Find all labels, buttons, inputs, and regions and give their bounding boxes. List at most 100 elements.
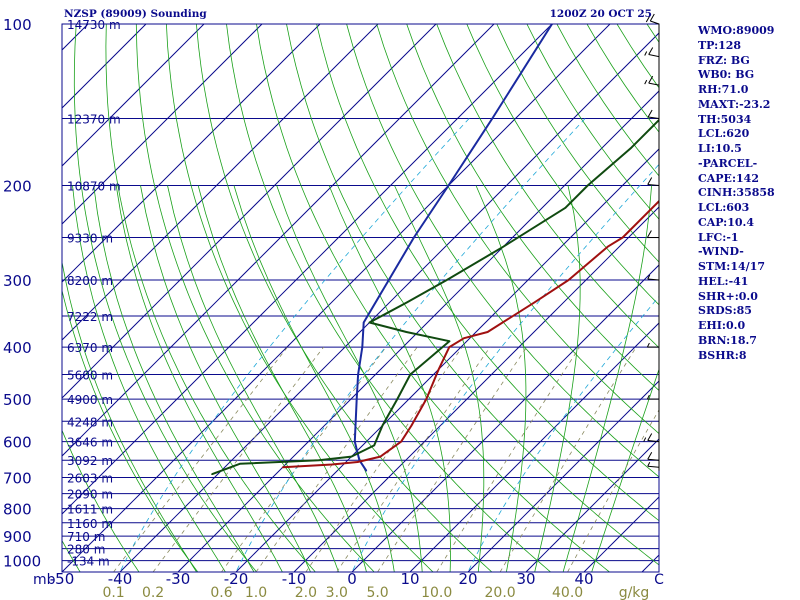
parcel-path-line-point <box>354 440 356 443</box>
temperature-tick-label: -10 <box>282 570 307 588</box>
temperature-tick-label: 30 <box>516 570 535 588</box>
dry-adiabat-line <box>135 24 375 572</box>
temperature-tick-label: -40 <box>108 570 133 588</box>
temperature-profile-line-point <box>356 461 359 463</box>
dry-adiabat-line <box>105 24 316 572</box>
moist-adiabat-line <box>115 185 283 572</box>
temperature-unit-label: C <box>654 572 664 588</box>
moist-adiabat-line <box>276 185 423 572</box>
indices-panel: WMO:89009 TP:128 FRZ: BG WB0: BG RH:71.0 MAXT… <box>698 24 798 363</box>
wind-barb <box>647 177 660 187</box>
index-line: LFC:-1 <box>698 230 739 244</box>
pressure-tick-label: 800 <box>3 501 32 519</box>
height-label: 7222 m <box>67 310 113 324</box>
wind-barb <box>646 394 659 400</box>
parcel-path-line-point <box>447 184 450 187</box>
index-line: SHR+:0.0 <box>698 289 758 303</box>
height-label: -134 m <box>67 555 110 569</box>
temperature-profile-line-point <box>674 185 676 187</box>
temperature-profile-line-point <box>379 455 382 458</box>
pressure-tick-label: 500 <box>3 391 32 409</box>
isotherm-line <box>62 24 553 515</box>
dewpoint-profile-line-point <box>318 459 320 462</box>
dry-adiabat-line <box>466 24 659 306</box>
parcel-path-line-point <box>365 469 368 472</box>
isotherm-line <box>62 24 263 225</box>
moist-adiabat-line <box>394 185 485 572</box>
index-line: MAXT:-23.2 <box>698 97 771 111</box>
index-line: CAPE:142 <box>698 171 759 185</box>
pressure-tick-label: 600 <box>3 434 32 452</box>
index-line: LI:10.5 <box>698 142 742 155</box>
mixing-ratio-line <box>152 346 324 572</box>
moist-adiabat-line <box>328 185 451 572</box>
wind-barb <box>644 47 660 58</box>
height-label: 3646 m <box>67 436 113 450</box>
mixing-ratio-line <box>221 346 387 572</box>
plot-frame <box>61 23 660 573</box>
dry-adiabat-line <box>62 429 140 572</box>
temperature-profile-line-point <box>425 398 428 400</box>
height-label: 2090 m <box>67 488 113 502</box>
profiles <box>211 24 676 476</box>
moist-adiabat-line <box>562 185 652 572</box>
dry-adiabat-line <box>496 24 659 263</box>
mixing-ratio-tick-label: 3.0 <box>326 585 348 600</box>
valid-time: 1200Z 20 OCT 25 <box>550 8 652 20</box>
dry-adiabat-line <box>196 24 493 572</box>
temperature-profile-line-point <box>534 301 536 304</box>
isotherm-line <box>62 24 379 341</box>
isotherm-line <box>0 24 30 572</box>
mixing-ratio-tick-label: 40.0 <box>552 585 583 600</box>
height-label: 280 m <box>67 543 105 557</box>
dewpoint-profile-line-point <box>373 444 376 447</box>
temperature-profile-line-point <box>663 196 665 198</box>
height-label: 14730 m <box>67 18 121 32</box>
index-line: TH:5034 <box>698 112 752 126</box>
dry-adiabat-line <box>436 24 659 349</box>
mixing-ratio-tick-label: 0.6 <box>210 585 232 600</box>
mixing-ratio-line <box>567 409 659 572</box>
dry-adiabat-line <box>73 24 257 572</box>
index-line: LCL:620 <box>698 127 750 141</box>
wetbulb-guide-line <box>235 118 586 572</box>
temperature-tick-label: 0 <box>347 570 357 588</box>
temperature-profile-line-point <box>437 368 440 371</box>
mixing-ratio-tick-label: 0.1 <box>102 585 124 600</box>
temperature-profile-line-point <box>400 440 403 443</box>
height-label: 3092 m <box>67 454 113 468</box>
mixing-ratio-line <box>436 346 581 572</box>
wind-barb <box>646 230 659 239</box>
moist-adiabat-line <box>140 185 311 572</box>
parcel-path-line <box>353 24 553 472</box>
height-label: 6370 m <box>67 341 113 355</box>
parcel-path-line-point <box>388 279 390 281</box>
parcel-path-line-point <box>357 373 359 376</box>
mixing-ratio-tick-label: 5.0 <box>366 585 388 600</box>
temperature-tick-label: -20 <box>224 570 249 588</box>
mixing-ratio-line <box>377 346 528 572</box>
isotherm-line <box>62 24 611 572</box>
dry-adiabat-line <box>346 24 659 478</box>
index-line: CINH:35858 <box>698 186 775 200</box>
temperature-profile-line-point <box>448 346 451 348</box>
moist-adiabat-line <box>534 185 581 572</box>
wind-barb <box>643 433 660 443</box>
height-label: 9330 m <box>67 232 113 246</box>
temperature-tick-label: 40 <box>574 570 593 588</box>
dewpoint-profile-line-point <box>564 207 567 209</box>
height-label: 2603 m <box>67 472 113 486</box>
isotherm-line <box>62 24 437 399</box>
parcel-path-line-point <box>355 398 358 400</box>
mixing-ratio-tick-label: 1.0 <box>245 585 267 600</box>
moist-adiabat-line <box>62 260 197 572</box>
wind-barb <box>646 342 659 348</box>
mixing-ratio-unit-label: g/kg <box>619 585 650 600</box>
chart-title: NZSP (89009) Sounding <box>64 8 207 20</box>
isotherm-line <box>235 148 659 572</box>
dry-adiabat-line <box>286 24 659 566</box>
isotherm-line <box>583 496 659 572</box>
index-line: LCL:603 <box>698 201 750 214</box>
pressure-tick-label: 400 <box>3 339 32 357</box>
moist-adiabat-line <box>72 185 226 572</box>
